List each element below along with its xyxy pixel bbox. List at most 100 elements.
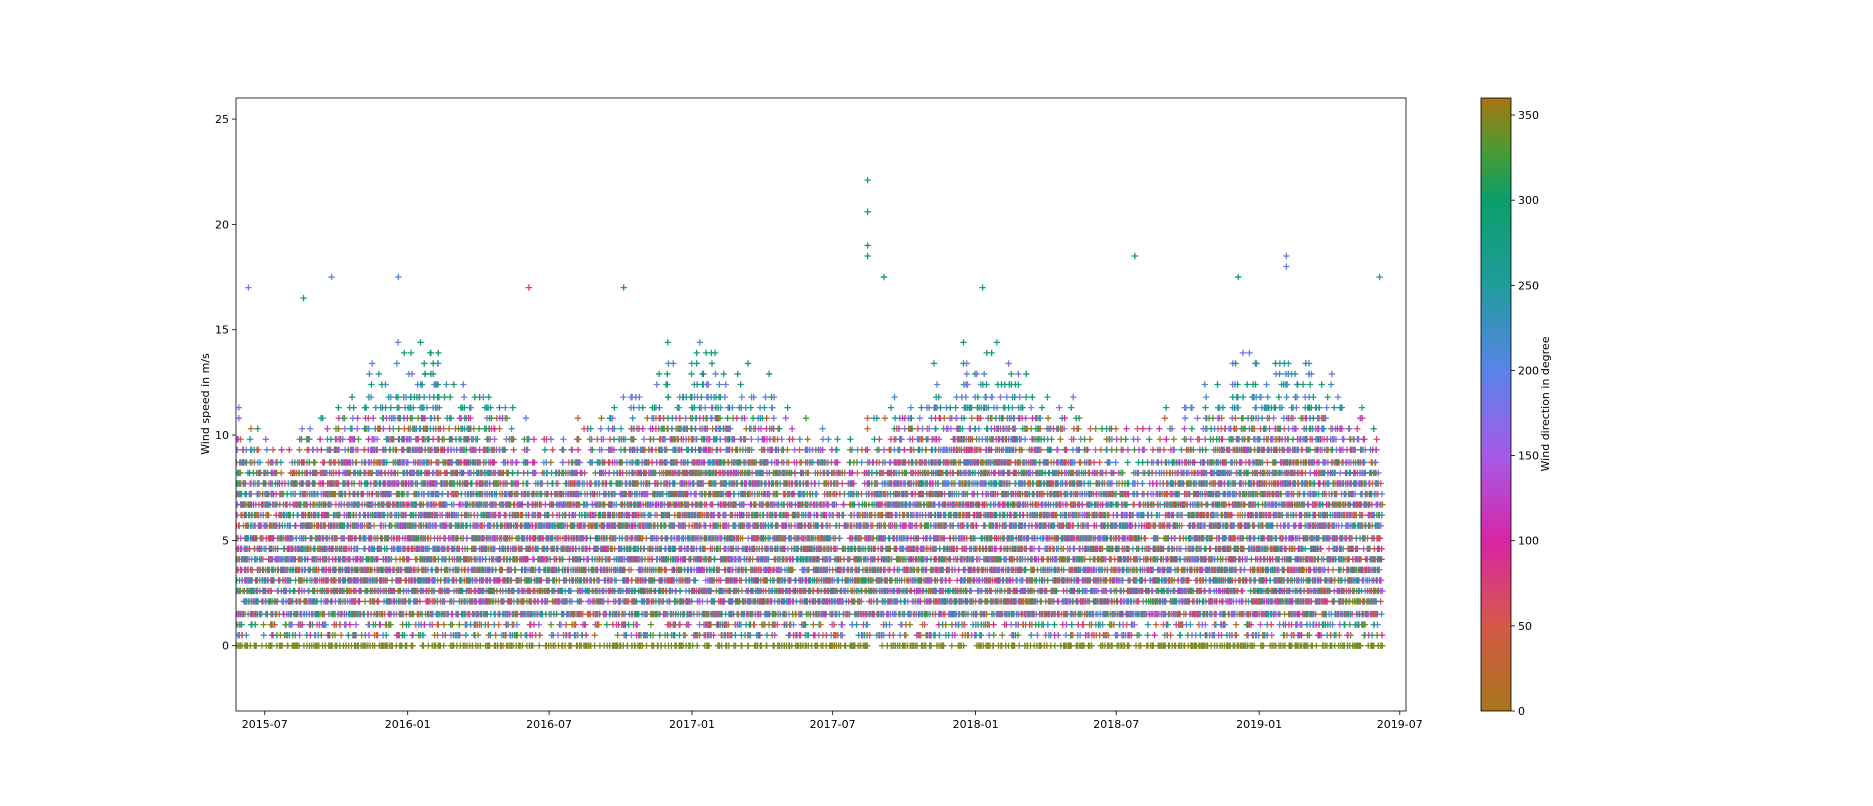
data-point bbox=[446, 393, 454, 401]
data-point bbox=[597, 425, 604, 432]
data-point bbox=[254, 425, 261, 432]
data-point bbox=[247, 425, 255, 432]
data-point bbox=[474, 436, 481, 443]
data-point bbox=[335, 404, 342, 411]
data-point bbox=[485, 621, 492, 628]
data-point bbox=[265, 511, 272, 519]
data-point bbox=[423, 404, 431, 411]
data-point bbox=[547, 621, 555, 628]
data-point bbox=[296, 631, 303, 639]
data-point bbox=[435, 393, 443, 401]
data-point bbox=[617, 425, 625, 432]
data-point bbox=[449, 621, 456, 628]
data-point bbox=[495, 621, 502, 628]
data-point bbox=[318, 446, 325, 453]
data-point bbox=[375, 370, 383, 378]
data-point bbox=[404, 490, 412, 498]
data-point bbox=[474, 631, 482, 639]
data-point bbox=[318, 631, 325, 639]
data-point bbox=[387, 404, 395, 411]
data-point bbox=[311, 459, 319, 466]
data-point bbox=[341, 425, 349, 432]
data-point bbox=[355, 436, 362, 443]
data-point bbox=[319, 414, 326, 422]
data-point bbox=[368, 360, 376, 367]
data-point bbox=[394, 339, 402, 346]
data-point bbox=[535, 621, 543, 628]
data-point bbox=[485, 393, 493, 401]
data-point bbox=[395, 404, 403, 411]
data-point bbox=[524, 480, 531, 487]
data-point bbox=[268, 587, 275, 595]
data-point bbox=[375, 598, 382, 605]
data-point bbox=[562, 621, 570, 628]
data-point bbox=[421, 360, 428, 367]
data-point bbox=[536, 631, 544, 639]
data-point bbox=[401, 349, 408, 357]
data-point bbox=[434, 360, 442, 367]
data-point bbox=[508, 425, 515, 432]
data-point bbox=[237, 469, 244, 477]
data-point bbox=[348, 393, 356, 401]
scatter-points bbox=[236, 176, 1386, 649]
data-point bbox=[604, 598, 612, 605]
data-point bbox=[259, 556, 267, 563]
data-point bbox=[611, 404, 618, 411]
data-point bbox=[277, 459, 285, 466]
data-point bbox=[492, 631, 499, 639]
data-point bbox=[547, 459, 555, 466]
data-point bbox=[263, 446, 271, 453]
data-point bbox=[554, 480, 562, 487]
data-point bbox=[370, 522, 378, 529]
data-point bbox=[278, 469, 285, 477]
data-point bbox=[522, 414, 530, 422]
data-point bbox=[603, 621, 610, 628]
data-point bbox=[274, 545, 281, 552]
data-point bbox=[306, 425, 314, 432]
data-point bbox=[427, 349, 435, 357]
data-point bbox=[262, 436, 270, 443]
data-point bbox=[236, 446, 241, 453]
data-point bbox=[255, 446, 262, 453]
data-point bbox=[256, 459, 264, 466]
data-point bbox=[460, 381, 467, 388]
data-point bbox=[456, 621, 463, 628]
data-point bbox=[243, 631, 250, 639]
data-point bbox=[440, 425, 447, 432]
data-point bbox=[598, 414, 605, 422]
data-point bbox=[513, 459, 521, 466]
data-point bbox=[368, 381, 375, 388]
data-point bbox=[510, 446, 517, 453]
data-point bbox=[408, 414, 416, 422]
data-point bbox=[514, 469, 522, 477]
data-point bbox=[435, 621, 442, 628]
data-point bbox=[337, 631, 345, 639]
data-point bbox=[366, 370, 373, 378]
data-point bbox=[549, 446, 556, 453]
data-point bbox=[560, 446, 567, 453]
data-point bbox=[393, 360, 401, 367]
data-point bbox=[420, 393, 428, 401]
data-point bbox=[365, 631, 373, 639]
data-point bbox=[324, 425, 331, 432]
data-point bbox=[341, 414, 348, 422]
data-point bbox=[286, 446, 293, 453]
data-point bbox=[629, 414, 636, 422]
data-point bbox=[248, 490, 255, 498]
data-point bbox=[370, 414, 377, 422]
data-point bbox=[350, 404, 357, 411]
data-point bbox=[554, 631, 562, 639]
data-point bbox=[356, 598, 363, 605]
data-point bbox=[238, 621, 245, 628]
data-point bbox=[352, 621, 360, 628]
data-point bbox=[395, 425, 402, 432]
data-point bbox=[496, 425, 503, 432]
data-point bbox=[614, 631, 621, 639]
data-point bbox=[541, 446, 549, 453]
data-point bbox=[419, 381, 426, 388]
data-point bbox=[509, 404, 516, 411]
data-point bbox=[438, 490, 446, 498]
data-point bbox=[467, 404, 475, 411]
data-point bbox=[529, 642, 536, 649]
data-point bbox=[480, 393, 487, 401]
